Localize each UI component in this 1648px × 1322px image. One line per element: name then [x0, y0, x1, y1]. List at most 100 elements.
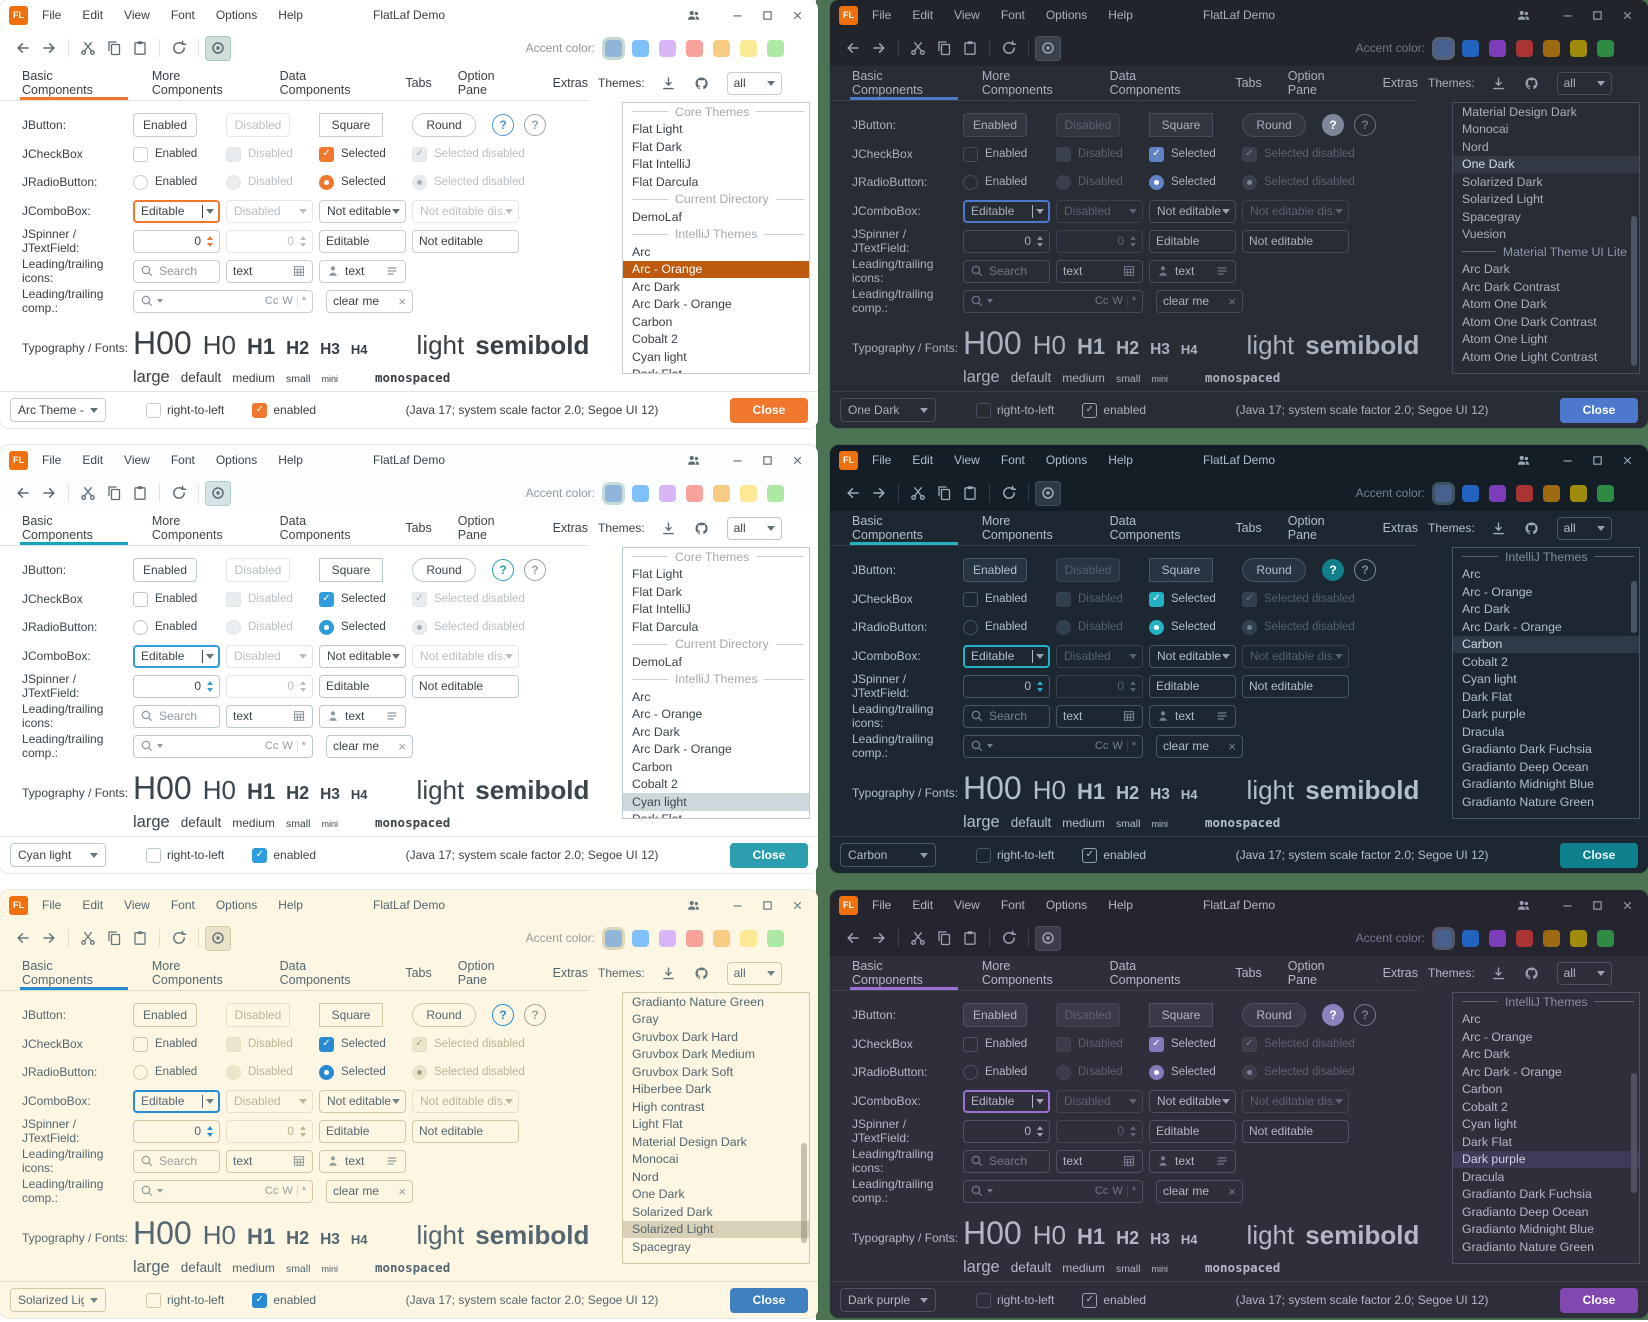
users-icon[interactable]: [1508, 3, 1538, 27]
round-button[interactable]: Round: [412, 113, 476, 137]
download-icon[interactable]: [659, 962, 678, 984]
theme-item[interactable]: Cyan light: [623, 793, 809, 811]
tab-basic-components[interactable]: Basic Components: [20, 66, 128, 100]
forward-button[interactable]: [866, 481, 892, 506]
close-button[interactable]: Close: [730, 842, 808, 868]
tab-more-components[interactable]: More Components: [151, 959, 223, 987]
menu-font[interactable]: Font: [1000, 898, 1025, 912]
github-icon[interactable]: [692, 72, 711, 94]
editable-combobox[interactable]: Editable: [133, 1089, 220, 1113]
regex-toggle[interactable]: *: [301, 295, 306, 307]
theme-filter-combo[interactable]: all: [726, 71, 782, 95]
theme-item[interactable]: Spacegray: [632, 1239, 691, 1254]
show-eye-toggle[interactable]: [1035, 480, 1061, 506]
theme-combo[interactable]: Arc Theme - ...: [10, 398, 106, 422]
theme-item[interactable]: Gradianto Nature Green: [1462, 1239, 1594, 1254]
clearable-field[interactable]: clear me ×: [1156, 289, 1243, 313]
text-field-calendar[interactable]: text: [226, 1149, 313, 1173]
menu-view[interactable]: View: [124, 8, 150, 22]
editable-textfield[interactable]: Editable: [319, 229, 406, 253]
enabled-checkbox[interactable]: ✓ enabled: [252, 402, 316, 418]
text-field-calendar[interactable]: text: [226, 259, 313, 283]
tab-data-components[interactable]: Data Components: [1109, 514, 1181, 542]
close-window-button[interactable]: [782, 448, 812, 472]
menu-edit[interactable]: Edit: [912, 453, 934, 467]
tab-extras[interactable]: Extras: [552, 521, 588, 535]
theme-filter-combo[interactable]: all: [1556, 516, 1612, 540]
back-button[interactable]: [840, 36, 866, 61]
refresh-icon[interactable]: [166, 481, 192, 506]
theme-item[interactable]: Atom One Dark Contrast: [1462, 314, 1597, 329]
editable-combobox[interactable]: Editable: [963, 199, 1050, 223]
copy-icon[interactable]: [931, 926, 957, 951]
refresh-icon[interactable]: [996, 926, 1022, 951]
close-button[interactable]: Close: [1560, 842, 1638, 868]
spinner[interactable]: 0: [133, 1119, 220, 1143]
theme-item[interactable]: Gradianto Nature Green: [1462, 794, 1594, 809]
radio-enabled[interactable]: [133, 1064, 148, 1080]
close-button[interactable]: Close: [730, 397, 808, 423]
theme-item[interactable]: Arc: [632, 689, 651, 704]
show-eye-toggle[interactable]: [1035, 925, 1061, 951]
accent-swatch[interactable]: [713, 39, 730, 57]
theme-item[interactable]: Solarized Light: [1462, 192, 1544, 207]
accent-swatch[interactable]: [1597, 484, 1614, 502]
tab-option-pane[interactable]: Option Pane: [1287, 959, 1325, 987]
tab-more-components[interactable]: More Components: [151, 69, 223, 97]
close-button[interactable]: Close: [1560, 1287, 1638, 1313]
radio-enabled[interactable]: [133, 174, 148, 190]
menu-help[interactable]: Help: [1108, 8, 1133, 22]
menu-file[interactable]: File: [42, 453, 62, 467]
theme-item[interactable]: Gradianto Nature Green: [632, 994, 764, 1009]
text-field-calendar[interactable]: text: [1056, 1149, 1143, 1173]
tab-extras[interactable]: Extras: [1382, 76, 1418, 90]
forward-button[interactable]: [36, 926, 62, 951]
refresh-icon[interactable]: [996, 481, 1022, 506]
theme-combo[interactable]: Cyan light: [10, 843, 106, 867]
theme-filter-combo[interactable]: all: [1556, 71, 1612, 95]
theme-item[interactable]: Monocai: [632, 1152, 679, 1167]
text-field-user-list[interactable]: text: [1149, 1149, 1236, 1173]
theme-item[interactable]: Flat Darcula: [632, 174, 699, 189]
spinner[interactable]: 0: [963, 674, 1050, 698]
tab-more-components[interactable]: More Components: [981, 514, 1053, 542]
themes-list[interactable]: Core Themes Flat Light Flat Dark Flat Intel…: [622, 547, 810, 819]
maximize-button[interactable]: [1582, 893, 1612, 917]
text-field-calendar[interactable]: text: [226, 704, 313, 728]
themes-list[interactable]: IntelliJ Themes Arc Arc - Orange Arc Dark Ar…: [1452, 992, 1640, 1264]
checkbox-selected[interactable]: ✓: [319, 1036, 334, 1052]
search-with-options-field[interactable]: Cc W *: [963, 1179, 1143, 1203]
enabled-button[interactable]: Enabled: [963, 558, 1027, 582]
theme-item[interactable]: Nord: [1462, 139, 1489, 154]
tab-basic-components[interactable]: Basic Components: [850, 66, 958, 100]
theme-item[interactable]: Solarized Dark: [1462, 174, 1543, 189]
enabled-button[interactable]: Enabled: [133, 1003, 197, 1027]
close-window-button[interactable]: [1612, 3, 1642, 27]
help-button[interactable]: ?: [492, 114, 514, 136]
spinner-arrows[interactable]: [1037, 1125, 1049, 1137]
accent-swatch[interactable]: [659, 39, 676, 57]
users-icon[interactable]: [1508, 448, 1538, 472]
square-button[interactable]: Square: [1149, 113, 1213, 137]
back-button[interactable]: [10, 36, 36, 61]
theme-item[interactable]: Arc Dark - Orange: [632, 742, 732, 757]
clear-icon[interactable]: ×: [398, 293, 406, 309]
theme-item[interactable]: One Dark: [632, 1187, 685, 1202]
editable-combobox[interactable]: Editable: [963, 644, 1050, 668]
minimize-button[interactable]: [1552, 3, 1582, 27]
menu-file[interactable]: File: [872, 453, 892, 467]
back-button[interactable]: [840, 926, 866, 951]
match-case-toggle[interactable]: Cc: [264, 1185, 279, 1197]
search-with-options-field[interactable]: Cc W *: [133, 734, 313, 758]
menu-file[interactable]: File: [42, 898, 62, 912]
spinner[interactable]: 0: [963, 229, 1050, 253]
editable-textfield[interactable]: Editable: [319, 674, 406, 698]
theme-item[interactable]: Carbon: [632, 314, 673, 329]
menu-edit[interactable]: Edit: [82, 898, 104, 912]
tab-tabs[interactable]: Tabs: [1235, 521, 1262, 535]
spinner[interactable]: 0: [133, 229, 220, 253]
themes-list[interactable]: Core Themes Flat Light Flat Dark Flat Intel…: [622, 102, 810, 374]
accent-swatch[interactable]: [713, 929, 730, 947]
menu-file[interactable]: File: [872, 898, 892, 912]
radio-enabled[interactable]: [133, 619, 148, 635]
